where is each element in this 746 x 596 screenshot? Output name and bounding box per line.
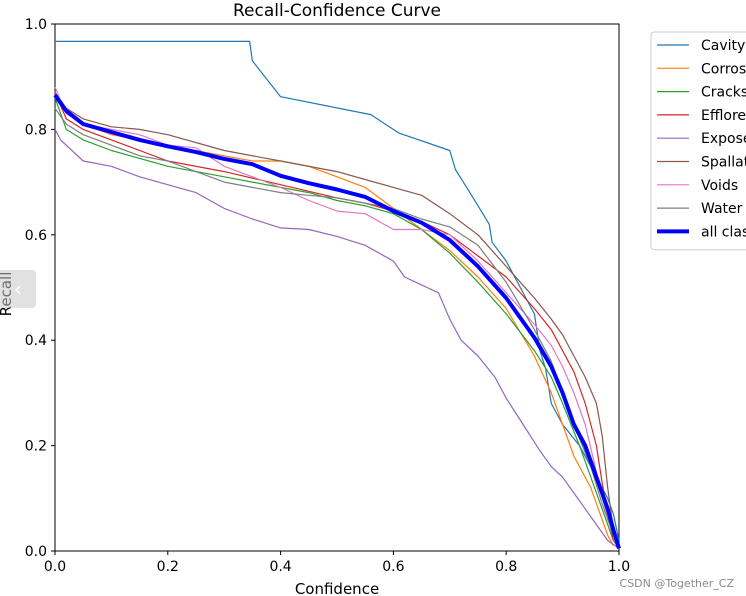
legend-box	[650, 31, 746, 251]
legend-label-4: Exposed Reinforcement	[701, 131, 746, 147]
y-tick-label-2: 0.4	[25, 333, 47, 349]
series-line-3	[54, 92, 614, 541]
x-tick-label-1: 0.2	[157, 559, 179, 575]
y-tick-label-3: 0.6	[25, 228, 47, 244]
y-tick-label-5: 1.0	[25, 17, 47, 33]
y-tick-label-1: 0.2	[25, 439, 47, 455]
legend: Cavity Corrosion Cracks Efflorescence Expose…	[650, 31, 746, 251]
series-line-5	[54, 92, 620, 546]
x-tick-label-3: 0.6	[382, 559, 404, 575]
legend-label-5: Spallation	[701, 155, 746, 171]
series-line-6	[54, 86, 620, 546]
chart-title: Recall-Confidence Curve	[233, 1, 441, 21]
series-line-7	[54, 107, 620, 546]
legend-label-3: Efflorescence	[701, 108, 746, 124]
plot-frame	[54, 23, 620, 552]
legend-label-2: Cracks	[701, 85, 746, 101]
legend-label-8: all classes	[701, 224, 746, 240]
x-tick-label-0: 0.0	[44, 559, 66, 575]
x-tick-label-5: 1.0	[608, 559, 630, 575]
series-line-2	[54, 97, 620, 549]
series-line-8	[53, 93, 621, 549]
series-layer	[53, 40, 621, 549]
previous-image-button[interactable]: ‹	[0, 270, 36, 308]
legend-label-0: Cavity	[701, 38, 745, 54]
legend-label-6: Voids	[701, 178, 738, 194]
series-line-4	[54, 129, 620, 549]
watermark: CSDN @Together_CZ	[619, 577, 734, 590]
legend-label-7: Water leakage	[701, 201, 746, 217]
x-tick-label-2: 0.4	[269, 559, 291, 575]
legend-label-1: Corrosion	[701, 61, 746, 77]
y-tick-label-4: 0.8	[25, 122, 47, 138]
series-line-0	[55, 40, 620, 541]
ticks-layer: 0.0 0.2 0.4 0.6 0.8 1.0 0.0 0.2 0.4 0.6 0.8 1.0	[25, 17, 630, 575]
x-tick-label-4: 0.8	[495, 559, 517, 575]
y-tick-label-0: 0.0	[25, 544, 47, 560]
x-axis-label: Confidence	[295, 580, 379, 596]
